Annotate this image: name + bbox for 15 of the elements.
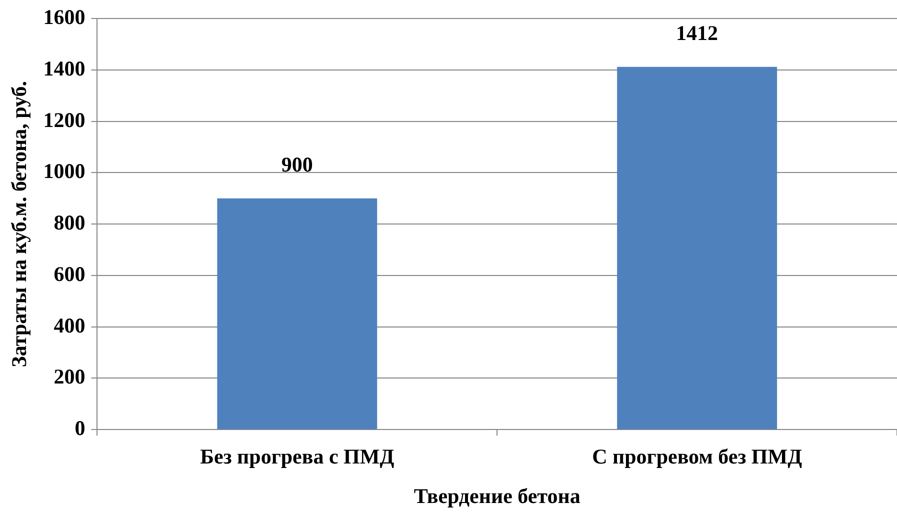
data-label: 900 — [281, 152, 313, 176]
y-tick-label: 400 — [54, 313, 86, 338]
y-tick-label: 600 — [54, 262, 86, 286]
x-tick-label: С прогревом без ПМД — [592, 444, 803, 469]
y-tick-label: 1000 — [43, 159, 86, 184]
y-tick-label: 1400 — [43, 56, 86, 80]
x-tick-label: Без прогрева с ПМД — [200, 444, 395, 469]
data-label: 1412 — [676, 20, 718, 45]
y-tick-label: 200 — [54, 364, 86, 389]
y-tick-label: 800 — [54, 210, 86, 235]
y-axis-title: Затраты на куб.м. бетона, руб. — [7, 81, 32, 368]
y-tick-label: 0 — [74, 416, 86, 440]
x-axis-title: Твердение бетона — [414, 484, 581, 508]
y-tick-label: 1600 — [43, 5, 86, 30]
y-tick-label: 1200 — [43, 108, 86, 132]
